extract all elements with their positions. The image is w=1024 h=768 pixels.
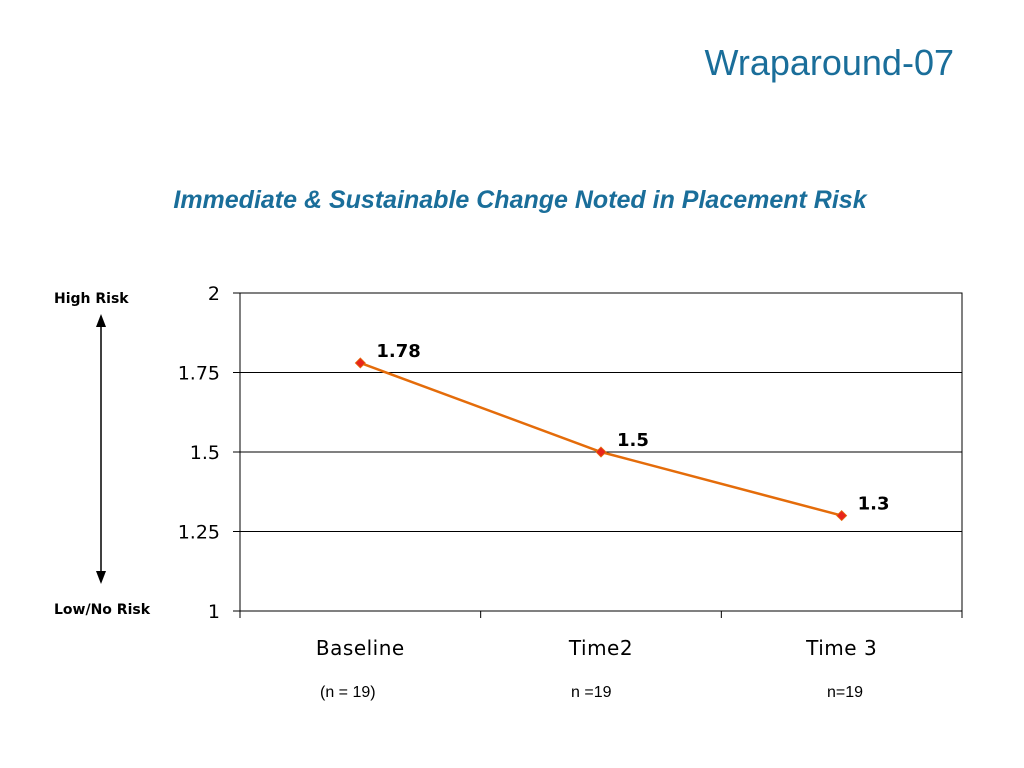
y-tick-label: 1.75 (178, 363, 220, 385)
slide-title: Wraparound-07 (704, 42, 955, 83)
y-tick-label: 1.25 (178, 522, 220, 544)
y-tick-label: 1.5 (190, 442, 220, 464)
data-point (836, 510, 848, 522)
data-point (595, 446, 607, 458)
series-line (359, 361, 842, 517)
data-label: 1.3 (858, 494, 890, 515)
sample-size-baseline: (n = 19) (320, 684, 376, 701)
x-tick-label: Baseline (316, 636, 405, 660)
x-tick-label: Time 3 (805, 636, 877, 660)
y-tick-label: 1 (208, 601, 220, 623)
high-risk-label: High Risk (54, 291, 129, 307)
x-tick-label: Time2 (568, 636, 633, 660)
low-risk-label: Low/No Risk (54, 602, 151, 618)
data-label: 1.78 (376, 341, 420, 362)
sample-size-time3: n=19 (827, 684, 864, 701)
y-tick-label: 2 (208, 283, 220, 305)
chart-title: Immediate & Sustainable Change Noted in … (173, 186, 867, 214)
sample-size-time2: n =19 (571, 684, 612, 701)
data-point (354, 357, 366, 369)
data-label: 1.5 (617, 430, 649, 451)
